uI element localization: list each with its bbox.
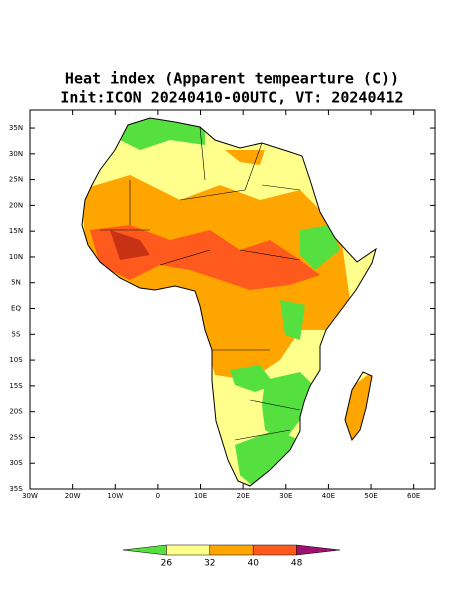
x-tick-label: 0 — [156, 492, 160, 500]
colorbar-label: 40 — [247, 559, 259, 569]
y-tick-label: 35S — [9, 485, 23, 493]
x-tick-label: 50E — [364, 492, 377, 500]
colorbar-segment — [252, 544, 297, 556]
borders — [100, 126, 301, 441]
y-tick-label: 25N — [9, 176, 23, 184]
subtitle: Init:ICON 20240410-00UTC, VT: 20240412 — [60, 89, 403, 107]
y-tick-label: 30N — [9, 150, 23, 158]
x-tick-label: 10W — [107, 492, 123, 500]
frame — [29, 109, 436, 490]
y-tick-label: 35N — [9, 124, 23, 132]
x-tick-label: 30E — [279, 492, 292, 500]
x-tick-label: 20W — [65, 492, 81, 500]
y-tick-label: 10N — [9, 253, 23, 261]
y-tick-label: 5S — [12, 330, 21, 338]
y-tick-label: 20N — [9, 201, 23, 209]
heat-index-field — [82, 118, 376, 486]
title: Heat index (Apparent tempearture (C)) — [65, 70, 399, 88]
colorbar-segment — [122, 544, 167, 556]
x-tick-label: 60E — [407, 492, 420, 500]
y-tick-label: 10S — [9, 356, 23, 364]
coastline — [81, 117, 377, 487]
colorbar-label: 48 — [291, 559, 303, 569]
y-tick-label: EQ — [11, 305, 21, 313]
y-tick-label: 30S — [9, 459, 23, 467]
x-tick-label: 20E — [236, 492, 249, 500]
x-tick-label: 10E — [194, 492, 207, 500]
y-tick-label: 15S — [9, 382, 23, 390]
colorbar-segment — [209, 544, 254, 556]
colorbar-segment — [166, 544, 211, 556]
y-tick-label: 15N — [9, 227, 23, 235]
y-tick-label: 25S — [9, 433, 23, 441]
x-tick-label: 40E — [322, 492, 335, 500]
colorbar-label: 32 — [204, 559, 215, 569]
colorbar-segment — [296, 544, 341, 556]
colorbar-label: 26 — [161, 559, 173, 569]
y-tick-label: 5N — [11, 279, 21, 287]
x-tick-label: 30W — [22, 492, 38, 500]
y-tick-label: 20S — [9, 408, 23, 416]
